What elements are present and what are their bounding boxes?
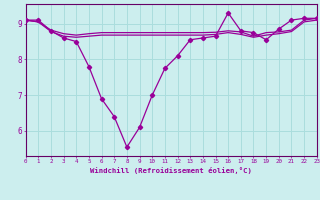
X-axis label: Windchill (Refroidissement éolien,°C): Windchill (Refroidissement éolien,°C) bbox=[90, 167, 252, 174]
